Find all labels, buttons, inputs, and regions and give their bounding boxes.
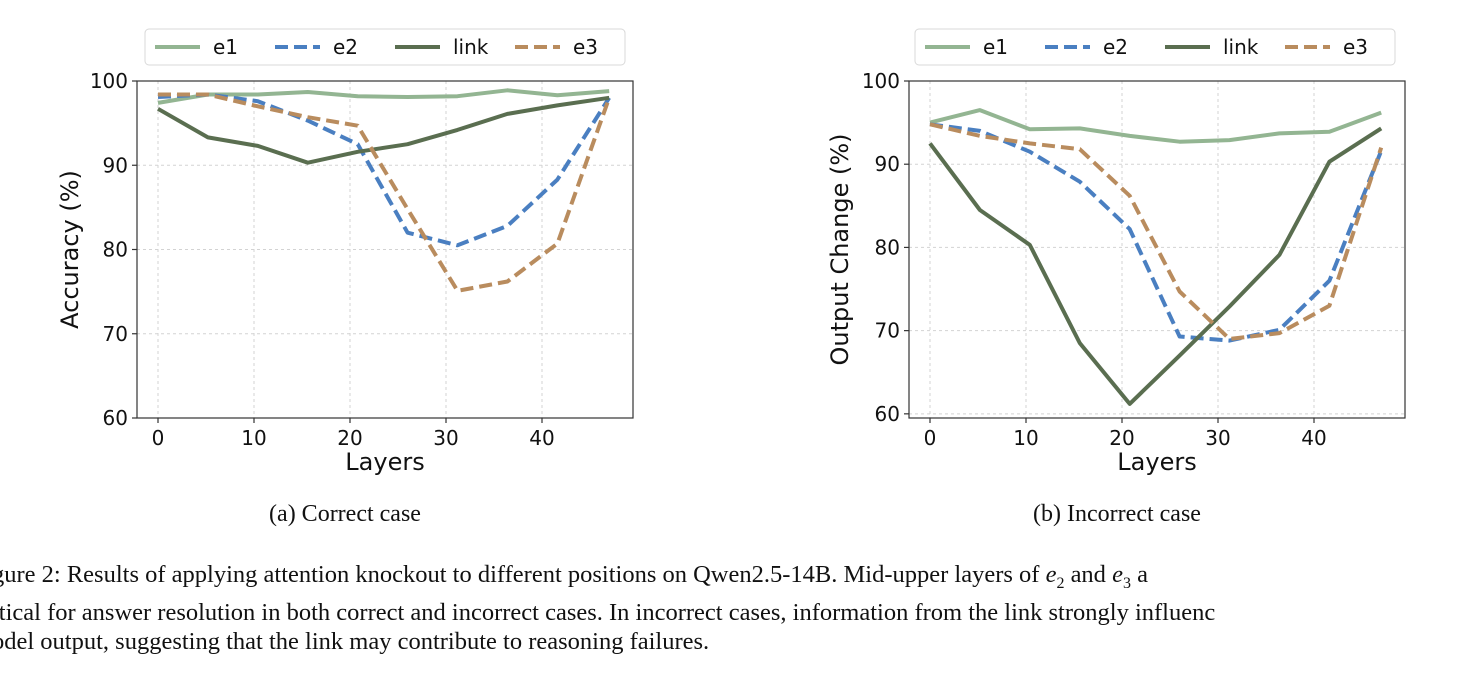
x-tick-label: 10 [1013,426,1038,450]
chart-panel-2: 0 10 20 30 40 60 70 80 90 100 Layers Output Change … [826,28,1406,527]
x-tick-label: 0 [152,426,165,450]
y-tick-label: 100 [862,69,900,93]
caption-text: gure 2: Results of applying attention kn… [0,561,1046,588]
subcaption: (b) Incorrect case [1033,501,1201,527]
y-tick-label: 70 [103,322,128,346]
series-line-e3 [158,92,612,293]
legend-box [914,28,1396,66]
caption-line-2: itical for answer resolution in both cor… [0,598,1216,626]
y-tick-label: 100 [90,69,128,93]
y-tick-label: 70 [875,319,900,343]
caption-line-3: odel output, suggesting that the link ma… [0,627,710,655]
y-tick-label: 90 [103,153,128,177]
caption-text: a [1130,561,1148,588]
legend: e1 e2 link e3 [144,28,626,66]
chart-panel-1: 0 10 20 30 40 60 70 80 90 100 Layers Accuracy (%) e1… [56,28,634,527]
legend-label-e2: e2 [1103,35,1128,59]
math-e2: e [1045,561,1057,588]
x-tick-label: 40 [529,426,554,450]
legend-label-e1: e1 [983,35,1008,59]
legend-label-e3: e3 [1343,35,1368,59]
subcaption: (a) Correct case [269,501,421,527]
y-axis-label: Output Change (%) [826,133,854,365]
x-tick-label: 30 [1205,426,1230,450]
plot-frame [908,80,1406,419]
x-tick-label: 10 [241,426,266,450]
math-subscript-3: 3 [1122,574,1131,592]
legend: e1 e2 link e3 [914,28,1396,66]
math-e3: e [1112,561,1123,588]
y-tick-label: 60 [875,402,900,426]
x-tick-label: 20 [1109,426,1134,450]
series-line-link [157,95,610,165]
math-subscript-2: 2 [1056,574,1065,592]
series-line-e3 [929,122,1384,341]
x-tick-label: 40 [1301,426,1326,450]
x-axis-label: Layers [1117,448,1196,476]
x-tick-label: 30 [433,426,458,450]
legend-label-e1: e1 [213,35,238,59]
y-tick-label: 80 [103,238,128,262]
legend-label-e3: e3 [573,35,598,59]
legend-box [144,28,626,66]
series-line-e1 [929,108,1382,144]
x-tick-label: 20 [337,426,362,450]
series-line-e1 [157,88,610,105]
y-axis-label: Accuracy (%) [56,170,84,329]
y-tick-label: 60 [103,406,128,430]
legend-label-link: link [1223,35,1259,59]
series-line-link [928,126,1383,406]
x-tick-label: 0 [924,426,937,450]
legend-label-link: link [453,35,489,59]
series-line-e2 [157,92,611,248]
legend-label-e2: e2 [333,35,358,59]
caption-line-1: gure 2: Results of applying attention kn… [0,560,1460,598]
y-tick-label: 80 [875,235,900,259]
figure-caption: gure 2: Results of applying attention kn… [0,560,1460,656]
x-axis-label: Layers [345,448,424,476]
caption-text: and [1064,561,1113,588]
y-tick-label: 90 [875,152,900,176]
